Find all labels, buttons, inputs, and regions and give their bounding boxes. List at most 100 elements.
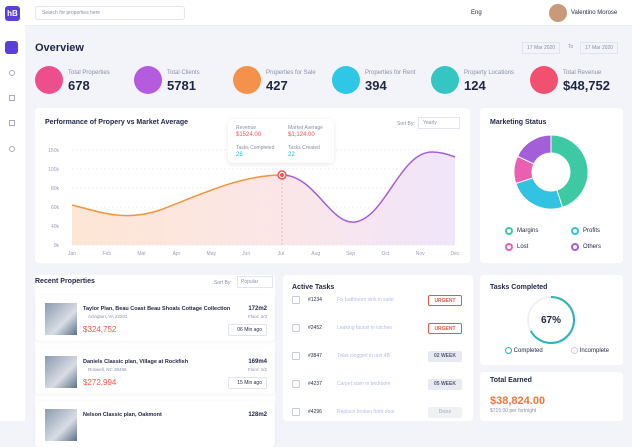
tooltip-created-label: Tasks Created — [288, 145, 320, 151]
task-checkbox[interactable] — [292, 352, 300, 360]
task-text: Fix bathroom sink in suite — [337, 297, 394, 303]
x-tick-label: Aug — [311, 251, 320, 257]
completed-value: 67% — [541, 315, 562, 326]
date-from[interactable]: 17 Mar 2020 — [522, 42, 561, 54]
stat-label: Total Revenue — [563, 70, 602, 76]
topbar: Search for properties here Eng Valentino… — [25, 0, 632, 26]
task-id: #2452 — [308, 325, 322, 331]
task-tag: URGENT — [428, 323, 462, 334]
language[interactable]: Eng — [471, 10, 482, 16]
tooltip-market-label: Market Average — [288, 125, 323, 131]
element — [527, 296, 575, 344]
stat-label: Total Clients — [167, 70, 200, 76]
nav-list[interactable] — [9, 95, 15, 101]
property-area: 172m2 — [248, 306, 267, 312]
stat-label: Property Locations — [464, 70, 515, 76]
x-tick-label: Feb — [103, 251, 112, 257]
property-name: Daniels Classic plan, Village at Rockfis… — [83, 359, 189, 365]
user-name[interactable]: Valentino Morose — [571, 10, 618, 16]
task-tag: 02 WEEK — [428, 351, 462, 362]
tooltip-created: 22 — [288, 152, 295, 158]
task-text: Toilet clogged in unit 4B — [337, 353, 390, 359]
tooltip-completed-label: Tasks Completed — [236, 145, 275, 151]
task-tag: 05 WEEK — [428, 379, 462, 390]
legend-completed-label: Completed — [513, 348, 543, 355]
element — [513, 134, 589, 210]
x-tick-label: Dec — [451, 251, 460, 257]
tooltip-market: $1,124.00 — [288, 132, 315, 138]
property-location: Roswell, NC 28456 — [88, 367, 127, 372]
legend-label: Margins — [517, 228, 539, 234]
stat-icon — [233, 66, 261, 94]
task-text: Replace broken front door — [337, 409, 395, 415]
stat-label: Total Properties — [68, 70, 110, 76]
nav-settings[interactable] — [9, 146, 15, 152]
search-box[interactable]: Search for properties here — [35, 6, 185, 20]
legend-label: Lost — [517, 244, 529, 250]
task-checkbox[interactable] — [292, 380, 300, 388]
sidebar: hB — [0, 0, 25, 421]
x-tick-label: Mar — [137, 251, 146, 257]
y-tick-label: 60k — [51, 205, 60, 211]
x-tick-label: Nov — [416, 251, 425, 257]
x-tick-label: Jan — [68, 251, 76, 257]
earned-value: $38,824.00 — [490, 395, 546, 407]
revenue-line — [71, 174, 283, 217]
stat-value: 124 — [464, 78, 486, 93]
x-tick-label: Oct — [381, 251, 389, 257]
property-price: $272,994 — [83, 378, 117, 387]
market-line — [281, 151, 456, 223]
tasks-card — [283, 275, 473, 421]
donut-segment — [515, 177, 564, 210]
stat-icon — [332, 66, 360, 94]
task-id: #4237 — [308, 381, 322, 387]
legend-completed: Completed — [505, 347, 543, 354]
property-name: Taylor Plan, Beau Coast Beau Shoals Cott… — [83, 306, 231, 312]
task-checkbox[interactable] — [292, 324, 300, 332]
nav-dashboard[interactable] — [5, 41, 18, 54]
task-id: #3847 — [308, 353, 322, 359]
property-area: 169m4 — [248, 359, 267, 365]
nav-docs[interactable] — [9, 120, 15, 126]
task-id: #4296 — [308, 409, 322, 415]
task-text: Carpet stain in bedroom — [337, 381, 391, 387]
task-text: Leaking faucet in kitchen — [337, 325, 393, 331]
stat-icon — [134, 66, 162, 94]
stat-label: Properties for Sale — [266, 70, 316, 76]
task-checkbox[interactable] — [292, 408, 300, 416]
ring-progress — [527, 296, 575, 344]
stat-value: 394 — [365, 78, 387, 93]
tooltip: Revenue $1524.00 Market Average $1,124.0… — [228, 119, 334, 163]
earned-title: Total Earned — [490, 377, 532, 384]
donut-segment — [550, 134, 589, 208]
task-checkbox[interactable] — [292, 296, 300, 304]
recent-sort-label: Sort By: — [214, 280, 232, 286]
legend-label: Others — [583, 244, 602, 250]
stat-value: 5781 — [167, 78, 196, 93]
legend-incomplete-label: Incomplete — [579, 348, 610, 355]
sort-select[interactable]: Yearly — [418, 117, 460, 129]
task-id: #1234 — [308, 297, 322, 303]
nav-users[interactable] — [9, 70, 15, 76]
tooltip-revenue-label: Revenue — [236, 125, 257, 131]
recent-sort-select[interactable]: Popular — [237, 276, 273, 288]
earned-card — [480, 372, 623, 421]
task-tag: Done — [428, 407, 462, 418]
tooltip-revenue: $1524.00 — [236, 132, 262, 138]
tasks-title: Active Tasks — [292, 284, 335, 291]
element: 150k 100k 80k 60k 40k 0k Jan Feb Mar Apr May Jun Jul… — [48, 148, 460, 257]
property-time: 15 Min ago — [228, 377, 267, 389]
property-photo — [45, 356, 77, 388]
x-tick-label: Jun — [242, 251, 250, 257]
stat-value: 427 — [266, 78, 288, 93]
element — [505, 347, 512, 354]
stat-value: 678 — [68, 78, 90, 93]
donut-segment — [516, 134, 552, 165]
y-tick-label: 100k — [48, 167, 59, 173]
property-location: Arlington, VA 22201 — [88, 314, 128, 319]
stat-label: Properties for Rent — [365, 70, 416, 76]
date-to[interactable]: 17 Mar 2020 — [580, 42, 619, 54]
avatar — [549, 4, 567, 22]
